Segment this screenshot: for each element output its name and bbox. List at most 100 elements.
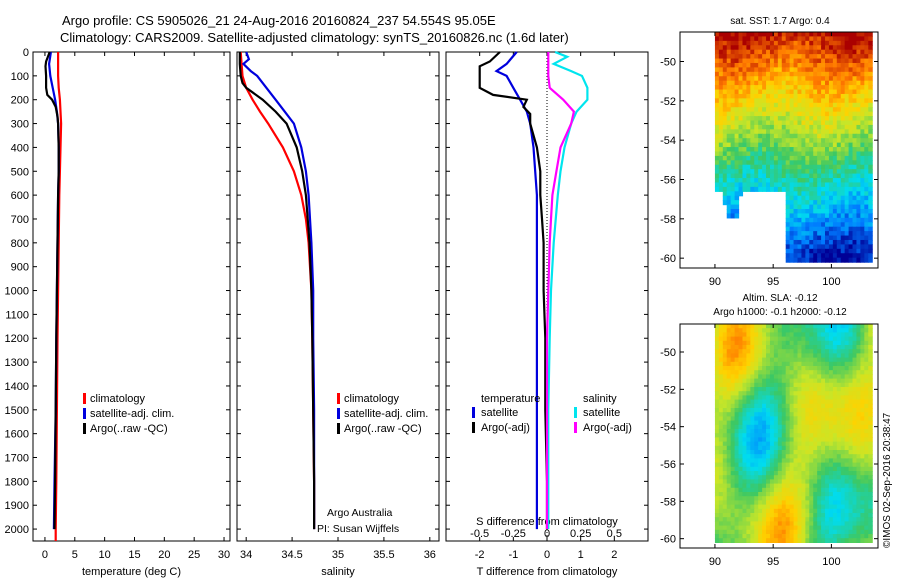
sla-map-cell: [742, 471, 747, 476]
sla-map-cell: [777, 500, 783, 506]
sla-map-cell: [817, 420, 822, 426]
sla-map-cell: [864, 445, 869, 451]
sla-map-cell: [734, 429, 740, 434]
sla-map-cell: [758, 534, 763, 539]
sla-map-cell: [805, 336, 810, 342]
sla-map-cell: [718, 529, 724, 535]
sst-map-cell: [832, 71, 838, 77]
sst-map-cell: [714, 89, 720, 95]
sst-map-cell: [860, 244, 865, 250]
sla-map-cell: [726, 349, 732, 354]
sla-map-cell: [832, 336, 838, 342]
sla-map-cell: [726, 387, 732, 392]
sla-map-cell: [805, 370, 810, 375]
sla-map-cell: [785, 382, 791, 388]
sst-map-cell: [864, 102, 869, 108]
sla-map-cell: [769, 471, 775, 476]
sla-map-cell: [789, 538, 795, 543]
sla-map-cell: [726, 525, 732, 531]
sst-map-cell: [789, 239, 795, 246]
sst-map-cell: [813, 111, 818, 117]
sla-map-cell: [860, 525, 865, 531]
sla-map-cell: [809, 538, 814, 543]
sla-map-cell: [840, 433, 846, 438]
sla-map-cell: [844, 412, 850, 417]
sst-map-cell: [868, 173, 873, 179]
sst-map-cell: [726, 124, 732, 130]
sst-map-cell: [825, 138, 830, 144]
sla-map-cell: [722, 492, 728, 497]
sst-map-cell: [789, 76, 795, 82]
sst-map-cell: [805, 209, 810, 215]
sla-map-cell: [848, 416, 854, 422]
sla-map-cell: [718, 525, 724, 531]
sst-map-cell: [738, 142, 744, 148]
sla-map-cell: [730, 374, 736, 380]
sla-map-cell: [762, 445, 767, 451]
sst-map-cell: [860, 204, 865, 210]
sla-map-cell: [817, 534, 822, 539]
sla-map-cell: [781, 441, 787, 447]
sst-map-cell: [860, 222, 865, 228]
sst-map-cell: [832, 191, 838, 197]
sst-map-cell: [832, 239, 838, 246]
sst-map-cell: [769, 62, 775, 69]
sla-map-cell: [766, 525, 771, 531]
sst-map-cell: [860, 45, 865, 51]
sst-map-cell: [734, 155, 740, 161]
sla-map-cell: [825, 345, 830, 350]
sst-map-cell: [738, 151, 744, 157]
sla-map-cell: [832, 483, 838, 489]
sst-map-cell: [852, 107, 858, 113]
s-tick-label: -0.5: [470, 528, 489, 540]
sla-map-cell: [769, 424, 775, 430]
sla-map-cell: [718, 361, 724, 367]
series-line-salinity-3: [545, 52, 576, 530]
sla-map-cell: [801, 328, 806, 333]
sla-map-cell: [762, 416, 767, 422]
sst-map-cell: [828, 169, 834, 175]
sst-map-cell: [817, 222, 822, 228]
sst-map-cell: [840, 80, 846, 86]
sst-map-cell: [848, 40, 854, 46]
sst-map-cell: [844, 116, 850, 122]
sla-map-cell: [840, 538, 846, 543]
sla-map-cell: [864, 366, 869, 371]
sla-map-cell: [797, 332, 803, 338]
sst-map-cell: [714, 58, 720, 64]
sla-map-cell: [773, 500, 779, 506]
sla-map-cell: [797, 513, 803, 518]
sla-map-cell: [840, 340, 846, 346]
sla-map-cell: [836, 403, 842, 409]
sla-map-cell: [832, 349, 838, 354]
sla-map-cell: [730, 534, 736, 539]
sla-map-cell: [844, 521, 850, 527]
sst-map-cell: [726, 142, 732, 148]
sla-map-cell: [825, 378, 830, 384]
sla-map-cell: [722, 403, 728, 409]
sla-map-cell: [722, 391, 728, 396]
sst-map-cell: [773, 93, 779, 99]
sla-map-cell: [773, 391, 779, 396]
sst-map-cell: [769, 173, 775, 179]
sla-map-cell: [793, 395, 799, 401]
sla-map-cell: [722, 395, 728, 401]
sla-map-cell: [825, 466, 830, 472]
sla-map-cell: [789, 349, 795, 354]
sla-map-cell: [722, 458, 728, 464]
sst-map-cell: [868, 169, 873, 175]
sst-map-cell: [793, 191, 799, 197]
sst-map-cell: [868, 67, 873, 73]
sst-map-cell: [750, 147, 755, 153]
sst-map-cell: [762, 142, 767, 148]
sla-map-cell: [801, 433, 806, 438]
sla-map-cell: [777, 538, 783, 543]
sla-map-cell: [817, 479, 822, 485]
sla-map-cell: [781, 370, 787, 375]
sla-map-cell: [856, 471, 861, 476]
sst-map-cell: [797, 49, 803, 55]
sst-map-cell: [856, 253, 861, 259]
sla-map-cell: [860, 403, 865, 409]
sla-map-cell: [750, 340, 755, 346]
sla-map-cell: [805, 429, 810, 434]
